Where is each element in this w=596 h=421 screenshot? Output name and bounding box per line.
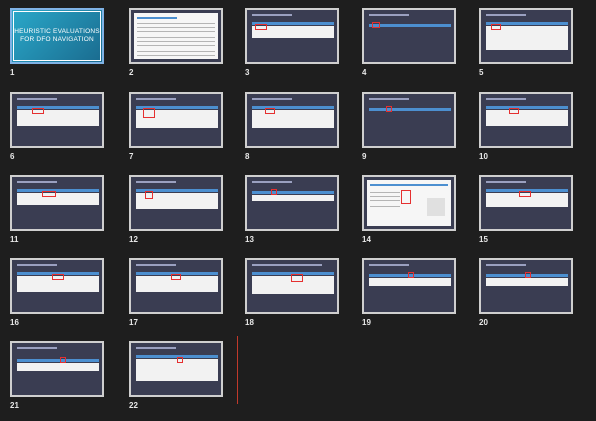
slide-thumbnail-10[interactable]: 10	[479, 92, 596, 172]
insertion-marker	[237, 336, 238, 404]
slide-3-preview[interactable]	[245, 8, 339, 64]
slide-10-preview[interactable]	[479, 92, 573, 148]
slide-1-preview[interactable]: HEURISTIC EVALUATIONS FOR DFO NAVIGATION	[10, 8, 104, 64]
slide-number: 2	[129, 68, 134, 77]
slide-number: 14	[362, 235, 371, 244]
slide-thumbnail-19[interactable]: 19	[362, 258, 482, 338]
slide-thumbnail-2[interactable]: 2	[129, 8, 249, 88]
slide-19-preview[interactable]	[362, 258, 456, 314]
slide-number: 9	[362, 152, 367, 161]
slide-number: 12	[129, 235, 138, 244]
slide-17-preview[interactable]	[129, 258, 223, 314]
slide-thumbnail-4[interactable]: 4	[362, 8, 482, 88]
slide-number: 18	[245, 318, 254, 327]
slide-2-preview[interactable]	[129, 8, 223, 64]
document-preview	[134, 13, 218, 59]
slide-thumbnail-21[interactable]: 21	[10, 341, 130, 421]
slide-thumbnail-17[interactable]: 17	[129, 258, 249, 338]
slide-thumbnail-14[interactable]: 14	[362, 175, 482, 255]
slide-number: 16	[10, 318, 19, 327]
slide-16-preview[interactable]	[10, 258, 104, 314]
slide-number: 22	[129, 401, 138, 410]
slide-4-preview[interactable]	[362, 8, 456, 64]
slide-number: 17	[129, 318, 138, 327]
slide-thumbnail-18[interactable]: 18	[245, 258, 365, 338]
title-line-2: FOR DFO NAVIGATION	[20, 36, 94, 43]
slide-number: 10	[479, 152, 488, 161]
slide-thumbnail-3[interactable]: 3	[245, 8, 365, 88]
slide-thumbnail-15[interactable]: 15	[479, 175, 596, 255]
slide-thumbnail-9[interactable]: 9	[362, 92, 482, 172]
slide-6-preview[interactable]	[10, 92, 104, 148]
slide-12-preview[interactable]	[129, 175, 223, 231]
slide-15-preview[interactable]	[479, 175, 573, 231]
slide-number: 7	[129, 152, 134, 161]
slide-thumbnail-13[interactable]: 13	[245, 175, 365, 255]
slide-number: 4	[362, 68, 367, 77]
slide-thumbnail-20[interactable]: 20	[479, 258, 596, 338]
slide-13-preview[interactable]	[245, 175, 339, 231]
slide-number: 5	[479, 68, 484, 77]
slide-thumbnail-12[interactable]: 12	[129, 175, 249, 255]
slide-21-preview[interactable]	[10, 341, 104, 397]
slide-thumbnail-1[interactable]: HEURISTIC EVALUATIONS FOR DFO NAVIGATION…	[10, 8, 130, 88]
slide-number: 8	[245, 152, 250, 161]
slide-20-preview[interactable]	[479, 258, 573, 314]
slide-9-preview[interactable]	[362, 92, 456, 148]
slide-5-preview[interactable]	[479, 8, 573, 64]
slide-thumbnail-22[interactable]: 22	[129, 341, 249, 421]
title-slide-heading: HEURISTIC EVALUATIONS FOR DFO NAVIGATION	[14, 28, 100, 44]
document-preview	[367, 180, 451, 226]
slide-thumbnail-7[interactable]: 7	[129, 92, 249, 172]
slide-number: 6	[10, 152, 15, 161]
slide-14-preview[interactable]	[362, 175, 456, 231]
slide-number: 20	[479, 318, 488, 327]
slide-thumbnail-5[interactable]: 5	[479, 8, 596, 88]
slide-number: 19	[362, 318, 371, 327]
title-line-1: HEURISTIC EVALUATIONS	[14, 28, 100, 35]
slide-number: 11	[10, 235, 19, 244]
slide-number: 3	[245, 68, 250, 77]
slide-thumbnail-11[interactable]: 11	[10, 175, 130, 255]
slide-22-preview[interactable]	[129, 341, 223, 397]
slide-number: 21	[10, 401, 19, 410]
slide-number: 15	[479, 235, 488, 244]
slide-number: 1	[10, 68, 15, 77]
slide-number: 13	[245, 235, 254, 244]
slide-8-preview[interactable]	[245, 92, 339, 148]
slide-thumbnail-8[interactable]: 8	[245, 92, 365, 172]
slide-7-preview[interactable]	[129, 92, 223, 148]
slide-thumbnail-16[interactable]: 16	[10, 258, 130, 338]
slide-18-preview[interactable]	[245, 258, 339, 314]
slide-11-preview[interactable]	[10, 175, 104, 231]
slide-thumbnail-6[interactable]: 6	[10, 92, 130, 172]
